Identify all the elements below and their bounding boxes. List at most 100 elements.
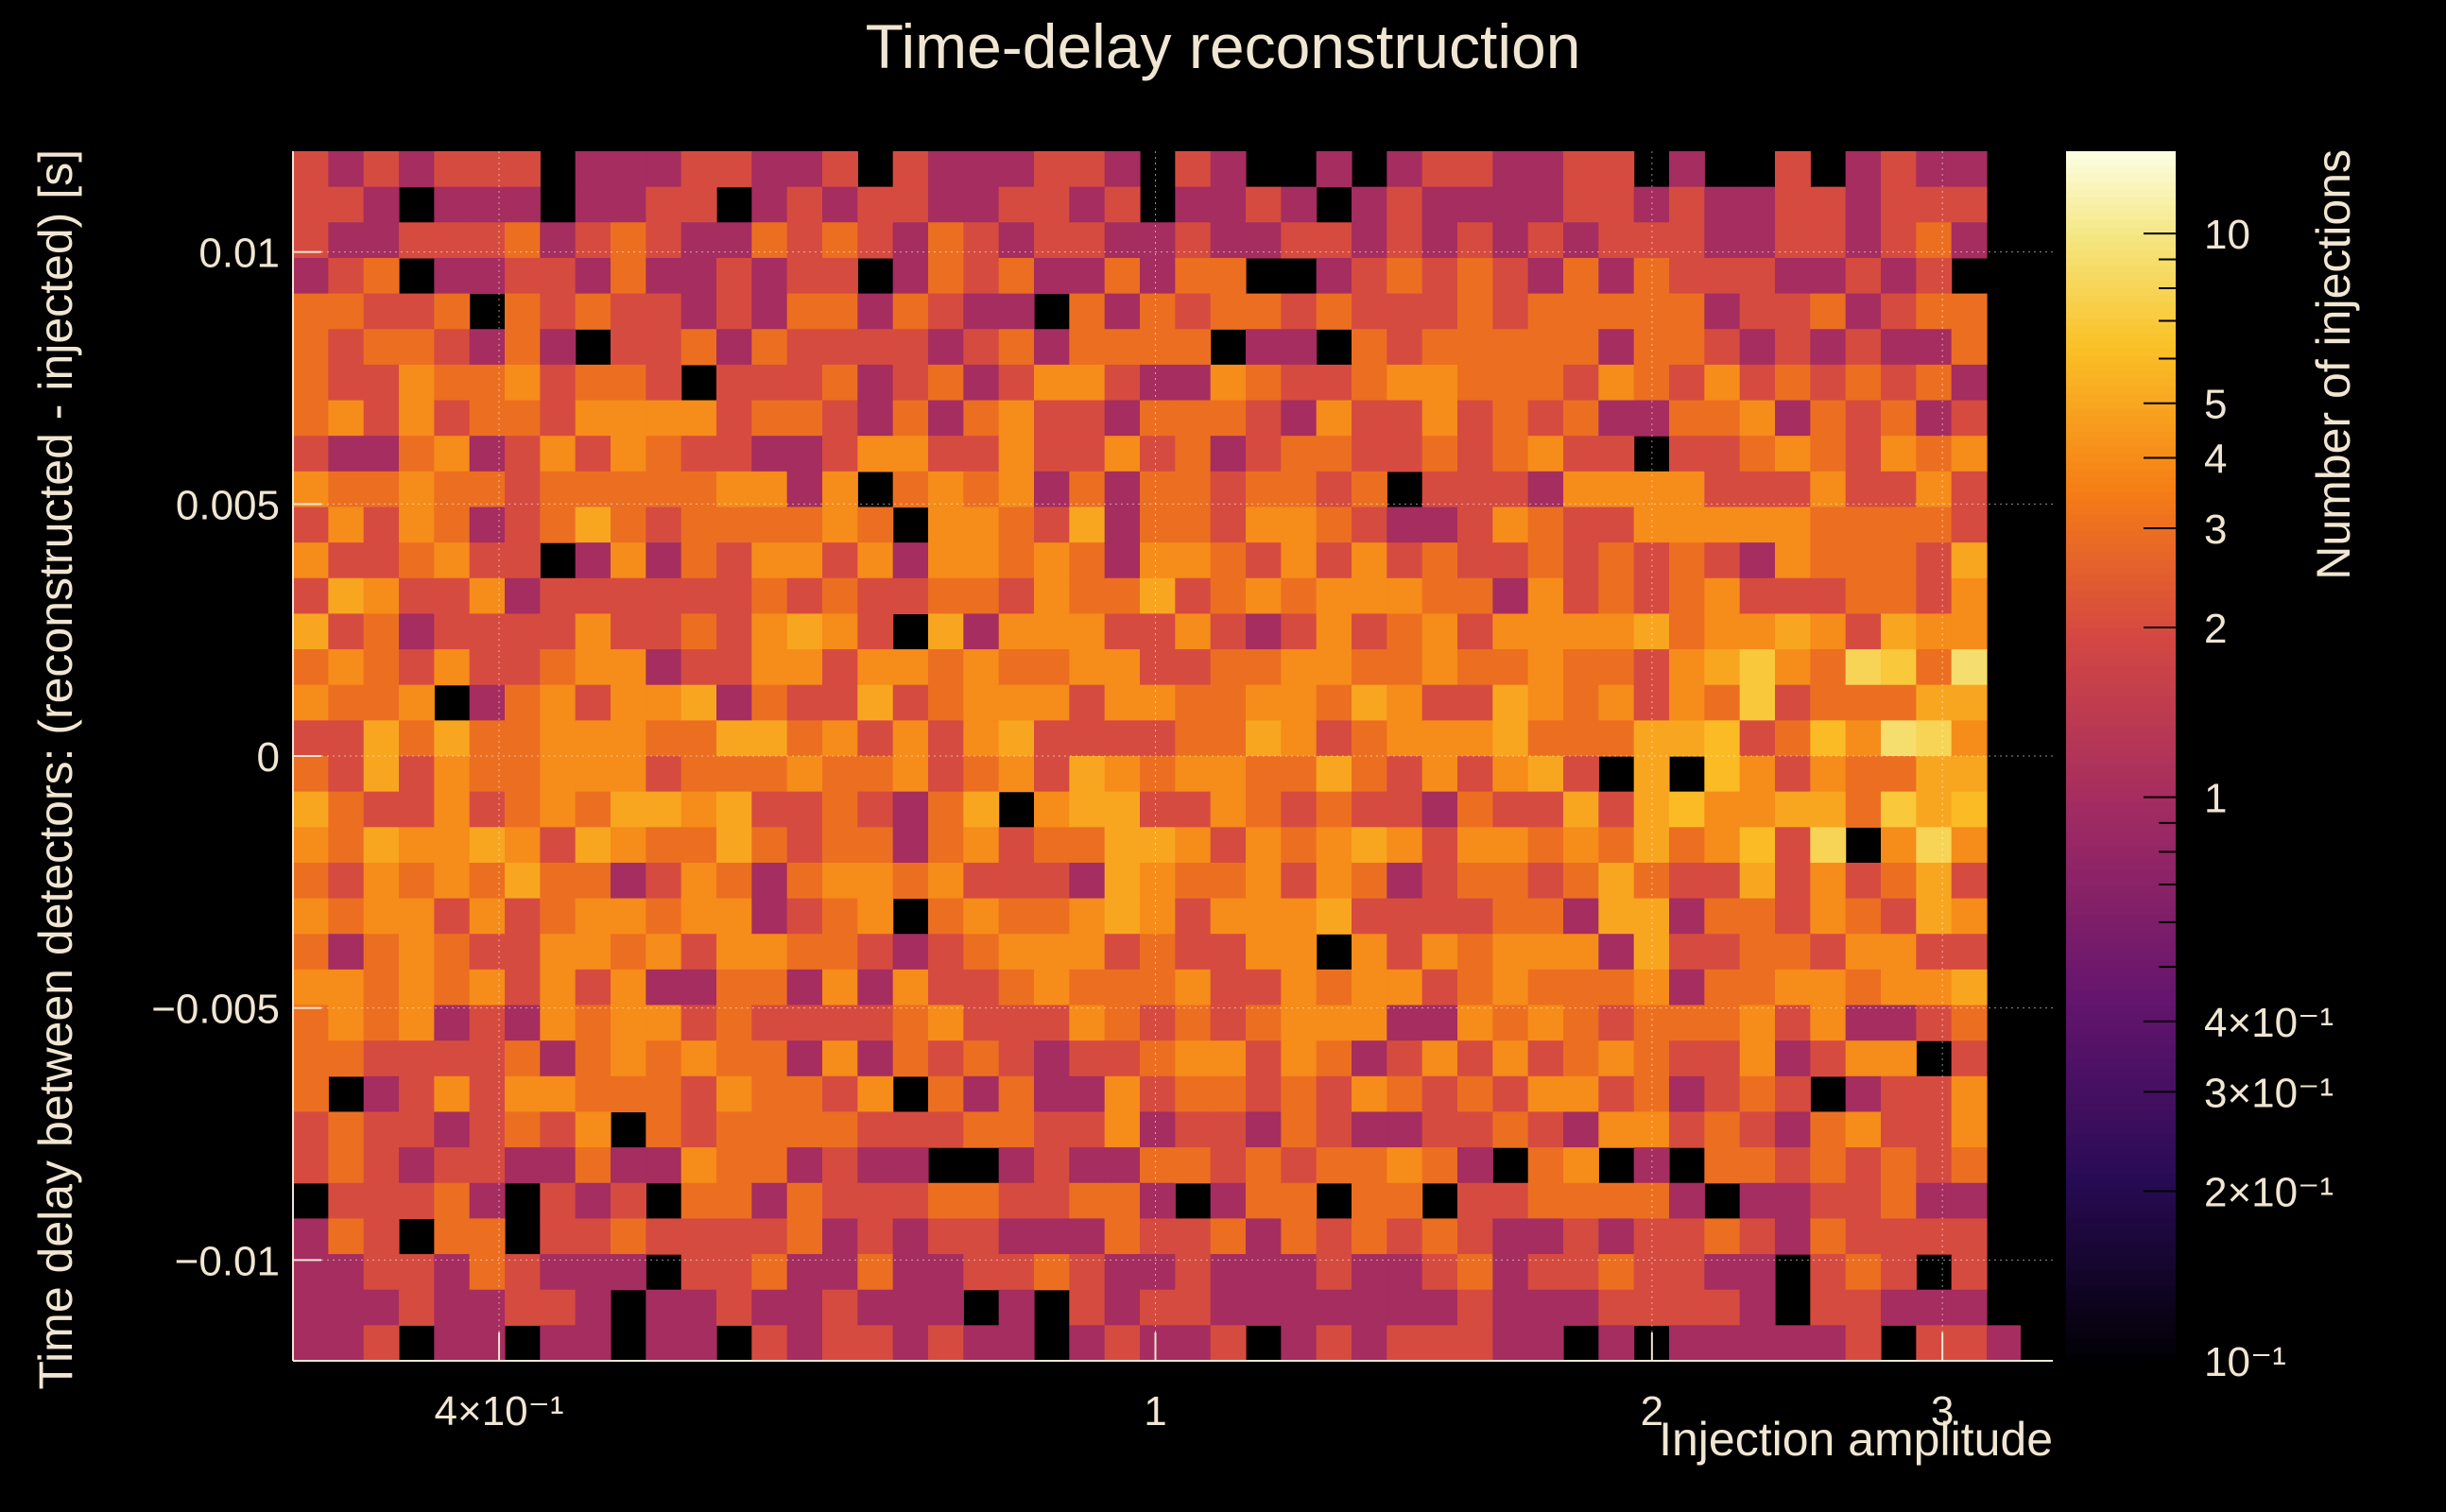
heatmap-bin (963, 720, 1000, 757)
heatmap-bin (1739, 1325, 1776, 1362)
heatmap-bin (892, 1040, 929, 1077)
heatmap-bin (469, 613, 506, 650)
heatmap-bin (1457, 613, 1493, 650)
colorbar-segment (2066, 446, 2176, 455)
heatmap-bin (751, 862, 788, 900)
heatmap-bin (1069, 542, 1106, 579)
heatmap-bin (363, 613, 400, 650)
heatmap-bin (1951, 364, 1988, 402)
heatmap-bin (328, 1218, 365, 1255)
heatmap-bin (1845, 1254, 1882, 1291)
colorbar-segment (2066, 287, 2176, 296)
heatmap-bin (1881, 1040, 1917, 1077)
colorbar-segment (2066, 1043, 2176, 1052)
heatmap-bin (505, 969, 541, 1006)
colorbar-segment (2066, 922, 2176, 931)
heatmap-bin (1457, 186, 1493, 223)
heatmap-bin (1810, 934, 1847, 971)
heatmap-bin (1916, 507, 1953, 543)
heatmap-bin (1175, 329, 1212, 366)
heatmap-bin (1669, 613, 1705, 650)
heatmap-bin (1210, 827, 1247, 864)
heatmap-bin (1598, 257, 1635, 295)
heatmap-bin (363, 1075, 400, 1113)
colorbar-segment (2066, 748, 2176, 757)
heatmap-bin (1104, 1254, 1141, 1291)
heatmap-bin (1104, 293, 1141, 330)
heatmap-bin (611, 1254, 646, 1291)
heatmap-bin (1598, 862, 1635, 900)
heatmap-bin (1810, 1147, 1847, 1184)
heatmap-bin (963, 1075, 1000, 1113)
heatmap-bin (822, 329, 858, 366)
heatmap-bin (1563, 577, 1599, 615)
heatmap-bin (786, 827, 823, 864)
heatmap-bin (1492, 791, 1529, 828)
heatmap-bin (822, 151, 858, 188)
heatmap-bin (1104, 862, 1141, 900)
heatmap-bin (469, 1147, 506, 1184)
colorbar-segment (2066, 590, 2176, 598)
heatmap-bin (1175, 791, 1212, 828)
heatmap-bin (1104, 186, 1141, 223)
heatmap-bin (1881, 436, 1917, 472)
heatmap-bin (1210, 969, 1247, 1006)
heatmap-bin (1034, 898, 1070, 935)
heatmap-bin (1175, 1254, 1212, 1291)
heatmap-bin (786, 756, 823, 793)
heatmap-bin (1527, 827, 1564, 864)
heatmap-bin (716, 720, 752, 757)
heatmap-bin (1669, 364, 1705, 402)
heatmap-bin (434, 436, 471, 472)
heatmap-bin (646, 329, 682, 366)
heatmap-bin (1246, 364, 1282, 402)
heatmap-bin (1069, 1147, 1106, 1184)
heatmap-bin (1421, 1040, 1458, 1077)
heatmap-bin (1669, 898, 1705, 935)
heatmap-bin (1598, 791, 1635, 828)
heatmap-bin (575, 400, 612, 437)
heatmap-bin (540, 1075, 577, 1113)
heatmap-bin (1281, 400, 1318, 437)
heatmap-bin (1246, 1040, 1282, 1077)
colorbar-segment (2066, 1081, 2176, 1090)
heatmap-bin (328, 577, 365, 615)
heatmap-bin (1281, 1005, 1318, 1041)
heatmap-bin (1352, 969, 1387, 1006)
heatmap-bin (469, 257, 506, 295)
heatmap-bin (1810, 507, 1847, 543)
heatmap-bin (1457, 577, 1493, 615)
colorbar-segment (2066, 612, 2176, 621)
heatmap-bin (892, 827, 929, 864)
heatmap-bin (328, 507, 365, 543)
heatmap-bin (680, 1147, 717, 1184)
heatmap-bin (786, 364, 823, 402)
heatmap-bin (1845, 898, 1882, 935)
heatmap-bin (998, 329, 1035, 366)
heatmap-bin (963, 898, 1000, 935)
heatmap-bin (469, 1182, 506, 1220)
heatmap-bin (434, 613, 471, 650)
colorbar-segment (2066, 650, 2176, 659)
colorbar-tick-label: 3×10⁻¹ (2204, 1070, 2334, 1116)
heatmap-bin (1281, 649, 1318, 686)
heatmap-bin (540, 1325, 577, 1362)
colorbar-segment (2066, 491, 2176, 500)
heatmap-bin (1598, 1218, 1635, 1255)
heatmap-bin (1881, 400, 1917, 437)
heatmap-bin (928, 1182, 964, 1220)
heatmap-bin (1387, 1182, 1423, 1220)
heatmap-bin (822, 186, 858, 223)
colorbar-tick-label: 5 (2204, 382, 2227, 428)
heatmap-bin (1069, 577, 1106, 615)
heatmap-bin (1775, 436, 1811, 472)
heatmap-bin (1704, 222, 1741, 259)
heatmap-bin (1669, 1325, 1705, 1362)
colorbar-segment (2066, 1172, 2176, 1180)
heatmap-bin (1951, 1040, 1988, 1077)
heatmap-bin (1563, 934, 1599, 971)
heatmap-bin (1775, 791, 1811, 828)
heatmap-bin (1387, 1218, 1423, 1255)
heatmap-bin (434, 827, 471, 864)
heatmap-bin (1140, 1182, 1176, 1220)
